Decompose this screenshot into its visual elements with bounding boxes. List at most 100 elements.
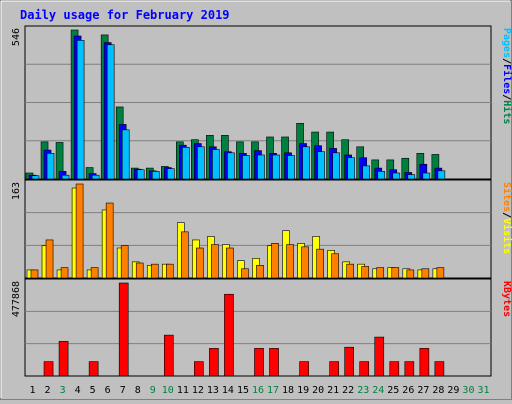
x-tick-label: 12 [192, 385, 204, 396]
bar-sites-day-26 [406, 269, 415, 279]
bar-sites-day-20 [316, 248, 324, 279]
x-tick-label: 21 [327, 385, 339, 396]
x-tick-label: 1 [30, 385, 36, 396]
x-tick-label: 22 [342, 385, 354, 396]
bar-sites-day-8 [135, 262, 144, 279]
bar-pages-day-10 [166, 168, 175, 180]
bar-pages-day-15 [242, 155, 250, 180]
bar-kbytes-day-3 [58, 341, 69, 377]
x-tick-label: 4 [75, 385, 81, 396]
x-tick-label: 23 [357, 385, 369, 396]
bar-kbytes-day-12 [194, 361, 204, 377]
bar-pages-day-18 [287, 155, 295, 180]
x-tick-label: 6 [105, 385, 111, 396]
x-tick-label: 18 [282, 385, 294, 396]
x-tick-label: 3 [60, 385, 66, 396]
bar-pages-day-20 [317, 151, 325, 180]
bar-sites-day-11 [181, 231, 189, 279]
bar-pages-day-8 [136, 169, 145, 180]
bar-sites-day-23 [361, 266, 370, 279]
x-tick-label: 26 [402, 385, 414, 396]
x-tick-label: 15 [237, 385, 249, 396]
bar-pages-day-16 [257, 154, 265, 180]
x-tick-label: 28 [432, 385, 444, 396]
bar-sites-day-3 [60, 267, 69, 279]
x-tick-label: 7 [120, 385, 126, 396]
y-max-label: 546 [11, 28, 22, 46]
x-tick-label: 11 [177, 385, 189, 396]
x-tick-label: 5 [90, 385, 96, 396]
bar-sites-day-21 [331, 253, 339, 279]
y-axis-label-part: Visits [501, 218, 512, 254]
bar-sites-day-28 [436, 267, 445, 279]
bar-sites-day-12 [196, 247, 204, 279]
panel-2: 163 Sites/Visits [11, 179, 512, 279]
y-axis-label-part: / [501, 58, 512, 64]
bar-pages-day-13 [212, 149, 220, 180]
bar-pages-day-9 [151, 171, 160, 180]
x-tick-label: 25 [387, 385, 399, 396]
bar-kbytes-day-23 [359, 361, 370, 377]
bar-sites-day-18 [286, 244, 294, 279]
bar-sites-day-4 [75, 183, 84, 279]
bar-pages-day-5 [91, 174, 100, 180]
y-axis-label-part: / [501, 212, 512, 218]
panel-1: 546 Pages/Files/Hits [11, 25, 512, 180]
bar-pages-day-11 [182, 147, 190, 180]
bar-pages-day-14 [227, 152, 235, 180]
bar-sites-day-16 [256, 265, 264, 279]
bar-sites-day-1 [30, 269, 39, 279]
bar-sites-day-9 [150, 263, 159, 279]
x-tick-label: 2 [45, 385, 51, 396]
bar-pages-day-25 [392, 172, 401, 180]
bar-sites-day-14 [226, 247, 234, 279]
x-tick-label: 16 [252, 385, 264, 396]
x-tick-label: 17 [267, 385, 279, 396]
bar-kbytes-day-21 [329, 361, 339, 377]
y-axis-label: Sites/Visits [501, 182, 512, 254]
bar-kbytes-day-17 [269, 348, 279, 377]
bar-pages-day-4 [76, 40, 85, 180]
bar-kbytes-day-16 [254, 348, 264, 377]
x-tick-label: 24 [372, 385, 384, 396]
bar-kbytes-day-24 [374, 336, 385, 377]
bar-pages-day-7 [121, 129, 130, 180]
bar-kbytes-day-2 [43, 361, 54, 377]
bar-pages-day-1 [31, 175, 40, 180]
bar-pages-day-24 [377, 171, 386, 180]
bar-kbytes-day-7 [118, 282, 129, 377]
bar-kbytes-day-10 [163, 334, 174, 377]
bar-sites-day-24 [376, 267, 385, 279]
bar-pages-day-19 [302, 146, 310, 180]
bar-kbytes-day-26 [404, 361, 415, 377]
x-tick-label: 31 [477, 385, 489, 396]
x-tick-label: 10 [162, 385, 174, 396]
bar-pages-day-27 [422, 172, 431, 180]
y-axis-label: Pages/Files/Hits [501, 28, 512, 124]
bar-pages-day-17 [272, 154, 280, 180]
bar-sites-day-15 [241, 268, 249, 279]
y-max-label: 163 [11, 182, 22, 200]
y-axis-label-part: Hits [501, 100, 512, 124]
x-tick-label: 13 [207, 385, 219, 396]
bar-pages-day-28 [437, 170, 446, 180]
bar-sites-day-5 [90, 267, 99, 279]
bar-pages-day-26 [407, 174, 416, 180]
y-axis-label-part: Files [501, 64, 512, 94]
bar-sites-day-27 [421, 268, 430, 279]
x-tick-label: 20 [312, 385, 324, 396]
x-tick-label: 8 [135, 385, 141, 396]
x-axis-labels: 1 2 3 4 5 6 7 8 9 10 11 12 13 14 15 16 17 18 19 20 21 22 23 24 2… [30, 385, 490, 396]
bar-pages-day-3 [61, 174, 70, 180]
bar-sites-day-22 [346, 263, 354, 279]
panel-3: 477868 KBytes [11, 278, 512, 377]
bar-sites-day-17 [271, 243, 279, 279]
x-tick-label: 27 [417, 385, 429, 396]
bar-kbytes-day-5 [88, 361, 99, 377]
bar-sites-day-19 [301, 246, 309, 279]
bar-sites-day-6 [105, 202, 114, 279]
bar-pages-day-2 [46, 153, 55, 180]
bar-pages-day-23 [362, 165, 371, 180]
